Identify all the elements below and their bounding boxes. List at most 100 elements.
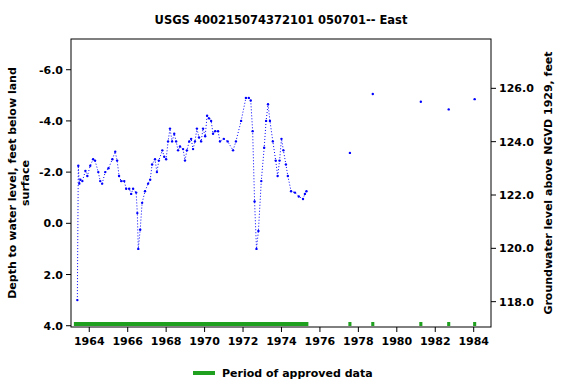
x-tick xyxy=(204,327,205,332)
data-point xyxy=(179,145,181,147)
data-point xyxy=(217,130,219,132)
data-point xyxy=(173,133,175,135)
data-point xyxy=(158,159,160,161)
data-point xyxy=(253,200,255,202)
data-point xyxy=(165,158,167,160)
data-point xyxy=(101,182,103,184)
y2-axis-label: Groundwater level above NGVD 1929, feet xyxy=(542,51,555,314)
data-point xyxy=(285,163,287,165)
data-point xyxy=(107,167,109,169)
data-point xyxy=(86,175,88,177)
data-point xyxy=(118,175,120,177)
legend-label: Period of approved data xyxy=(222,367,373,380)
data-point xyxy=(290,190,292,192)
data-point xyxy=(212,133,214,135)
x-tick-label: 1964 xyxy=(74,335,105,348)
data-point xyxy=(305,190,307,192)
approved-period xyxy=(348,322,351,326)
data-point xyxy=(245,97,247,99)
data-point xyxy=(248,97,250,99)
data-point xyxy=(302,198,304,200)
x-tick-label: 1972 xyxy=(228,335,259,348)
y-tick-label: -4.0 xyxy=(39,115,63,128)
data-point xyxy=(130,193,132,195)
x-tick xyxy=(473,327,474,332)
approved-period xyxy=(419,322,422,326)
y-tick xyxy=(66,325,71,326)
data-point xyxy=(84,170,86,172)
data-point xyxy=(182,148,184,150)
data-point xyxy=(169,127,171,129)
y2-tick-label: 118.0 xyxy=(499,296,534,309)
data-point xyxy=(278,159,280,161)
data-point xyxy=(89,165,91,167)
data-point xyxy=(298,195,300,197)
legend-swatch xyxy=(193,371,215,375)
data-point xyxy=(171,140,173,142)
y-tick xyxy=(66,172,71,173)
data-point xyxy=(349,152,351,154)
x-tick-label: 1976 xyxy=(305,335,336,348)
data-point xyxy=(78,182,80,184)
x-tick xyxy=(166,327,167,332)
data-point xyxy=(147,182,149,184)
data-point xyxy=(139,229,141,231)
chart: USGS 400215074372101 050701-- East196419… xyxy=(0,0,576,384)
plot-area xyxy=(74,93,476,326)
x-tick-label: 1968 xyxy=(151,335,182,348)
data-point xyxy=(188,140,190,142)
data-point xyxy=(448,108,450,110)
y-tick xyxy=(66,69,71,70)
data-point xyxy=(116,159,118,161)
data-point xyxy=(196,127,198,129)
data-point xyxy=(192,148,194,150)
data-point xyxy=(198,136,200,138)
plot-frame xyxy=(71,39,491,327)
y2-tick-label: 120.0 xyxy=(499,242,534,255)
data-point xyxy=(232,149,234,151)
approved-period xyxy=(447,322,450,326)
data-point xyxy=(206,115,208,117)
y-axis-label-line: surface xyxy=(19,160,32,206)
data-point xyxy=(223,138,225,140)
y-tick-label: 4.0 xyxy=(44,320,64,333)
data-point xyxy=(104,171,106,173)
data-point xyxy=(200,140,202,142)
data-point xyxy=(255,248,257,250)
data-point xyxy=(210,120,212,122)
y2-tick xyxy=(491,141,496,142)
y-tick xyxy=(66,120,71,121)
data-point xyxy=(190,138,192,140)
data-point xyxy=(81,180,83,182)
y2-tick-label: 122.0 xyxy=(499,189,534,202)
x-tick-label: 1982 xyxy=(420,335,451,348)
data-point xyxy=(154,158,156,160)
data-point xyxy=(184,159,186,161)
data-point xyxy=(128,188,130,190)
x-tick xyxy=(243,327,244,332)
x-tick xyxy=(358,327,359,332)
x-tick-label: 1974 xyxy=(266,335,297,348)
data-point xyxy=(473,98,475,100)
data-point xyxy=(186,149,188,151)
x-tick xyxy=(319,327,320,332)
data-point xyxy=(76,299,78,301)
data-point xyxy=(226,140,228,142)
y2-tick xyxy=(491,301,496,302)
x-tick-label: 1970 xyxy=(189,335,220,348)
x-tick xyxy=(281,327,282,332)
x-tick xyxy=(435,327,436,332)
data-point xyxy=(250,99,252,101)
y-tick-label: 0.0 xyxy=(44,217,64,230)
data-point xyxy=(257,230,259,232)
data-point xyxy=(175,140,177,142)
y-tick-label: -6.0 xyxy=(39,64,63,77)
data-point xyxy=(77,165,79,167)
data-point xyxy=(251,130,253,132)
data-point xyxy=(194,140,196,142)
data-point xyxy=(282,149,284,151)
data-point xyxy=(219,140,221,142)
data-point xyxy=(163,156,165,158)
y-tick xyxy=(66,223,71,224)
data-point xyxy=(287,175,289,177)
